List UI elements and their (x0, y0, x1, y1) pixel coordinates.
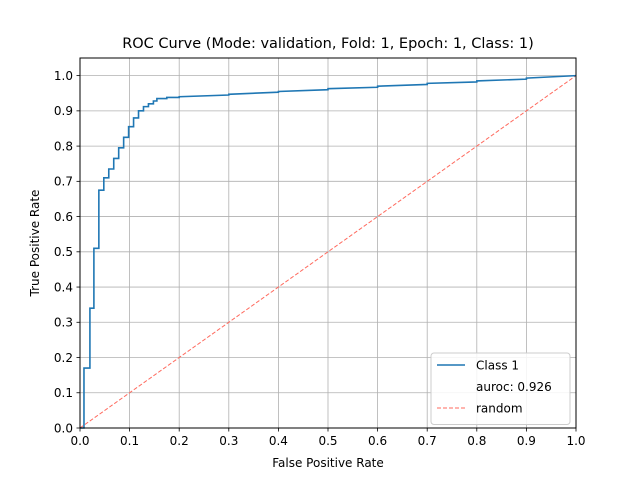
y-tick-label: 0.6 (54, 210, 73, 224)
y-tick-label: 0.8 (54, 139, 73, 153)
x-tick-label: 0.0 (70, 434, 89, 448)
x-tick-label: 0.5 (318, 434, 337, 448)
x-tick-label: 0.9 (517, 434, 536, 448)
x-tick-label: 0.1 (120, 434, 139, 448)
x-tick-label: 0.6 (368, 434, 387, 448)
series-layer (79, 74, 577, 429)
legend: Class 1 auroc: 0.926 random (430, 352, 571, 425)
y-tick-label: 0.2 (54, 351, 73, 365)
chart-title: ROC Curve (Mode: validation, Fold: 1, Ep… (122, 36, 534, 52)
series-line-class-1 (80, 74, 577, 429)
y-tick-label: 0.9 (54, 104, 73, 118)
x-tick-label: 0.7 (418, 434, 437, 448)
y-axis-ticks: 0.0 0.1 0.2 0.3 0.4 0.5 0.6 0.7 0.8 0.9 1.0 (54, 69, 80, 435)
x-tick-label: 0.2 (170, 434, 189, 448)
y-axis-label: True Positive Rate (28, 190, 42, 298)
y-tick-label: 0.5 (54, 245, 73, 259)
y-tick-label: 0.4 (54, 280, 73, 294)
x-tick-label: 1.0 (566, 434, 585, 448)
legend-label: Class 1 (476, 358, 519, 372)
x-tick-label: 0.3 (219, 434, 238, 448)
y-tick-label: 0.3 (54, 316, 73, 330)
y-tick-label: 1.0 (54, 69, 73, 83)
legend-label: random (476, 401, 523, 415)
y-tick-label: 0.0 (54, 421, 73, 435)
x-axis-label: False Positive Rate (272, 456, 384, 470)
x-tick-label: 0.4 (269, 434, 288, 448)
x-tick-label: 0.8 (467, 434, 486, 448)
x-axis-ticks: 0.0 0.1 0.2 0.3 0.4 0.5 0.6 0.7 0.8 0.9 1.0 (70, 428, 586, 448)
series-line-random (79, 75, 577, 429)
legend-box (430, 352, 571, 425)
legend-label: auroc: 0.926 (476, 380, 552, 394)
y-tick-label: 0.7 (54, 175, 73, 189)
y-tick-label: 0.1 (54, 386, 73, 400)
